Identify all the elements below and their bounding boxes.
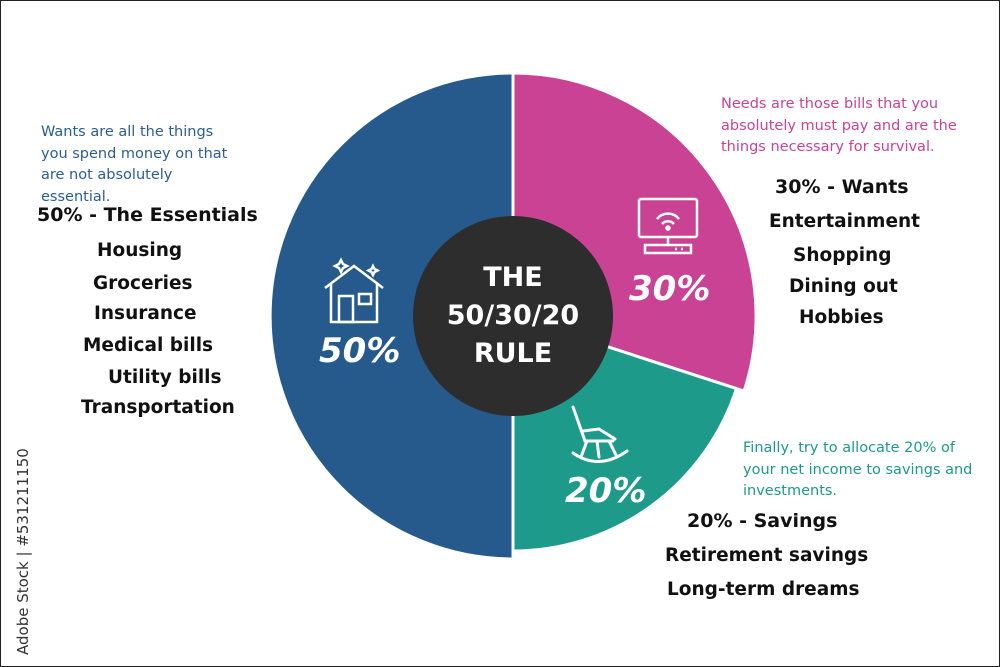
essentials-item: Insurance bbox=[94, 303, 197, 324]
savings-item: Long-term dreams bbox=[667, 579, 860, 600]
essentials-item: Utility bills bbox=[108, 367, 222, 388]
wants-item: Dining out bbox=[789, 276, 898, 297]
house-icon bbox=[324, 257, 384, 324]
center-title: THE 50/30/20 RULE bbox=[413, 216, 613, 416]
wants-item: Shopping bbox=[793, 245, 892, 266]
wants-header: 30% - Wants bbox=[775, 176, 909, 198]
essentials-header: 50% - The Essentials bbox=[37, 204, 258, 226]
watermark: Adobe Stock | #531211150 bbox=[14, 448, 32, 655]
essentials-item: Transportation bbox=[81, 397, 235, 418]
wants-item: Entertainment bbox=[769, 211, 920, 232]
wifi-tv-icon bbox=[637, 197, 699, 255]
title-line-3: RULE bbox=[473, 338, 553, 369]
slice-label-30: 30% bbox=[629, 269, 711, 309]
essentials-item: Housing bbox=[97, 240, 183, 261]
pie-slice-50 bbox=[268, 71, 515, 561]
slice-label-20: 20% bbox=[565, 471, 647, 511]
essentials-note: Wants are all the things you spend money… bbox=[41, 124, 228, 205]
essentials-item: Medical bills bbox=[83, 335, 214, 356]
savings-note: Finally, try to allocate 20% of your net… bbox=[743, 440, 973, 499]
title-line-2: 50/30/20 bbox=[446, 300, 580, 331]
title-line-1: THE bbox=[483, 262, 543, 293]
savings-item: Retirement savings bbox=[665, 545, 869, 566]
savings-header: 20% - Savings bbox=[687, 510, 838, 532]
wants-item: Hobbies bbox=[799, 307, 884, 328]
slice-label-50: 50% bbox=[319, 331, 401, 371]
rocking-chair-icon bbox=[571, 405, 629, 463]
wants-note: Needs are those bills that you absolutel… bbox=[721, 96, 957, 155]
essentials-item: Groceries bbox=[93, 273, 193, 294]
